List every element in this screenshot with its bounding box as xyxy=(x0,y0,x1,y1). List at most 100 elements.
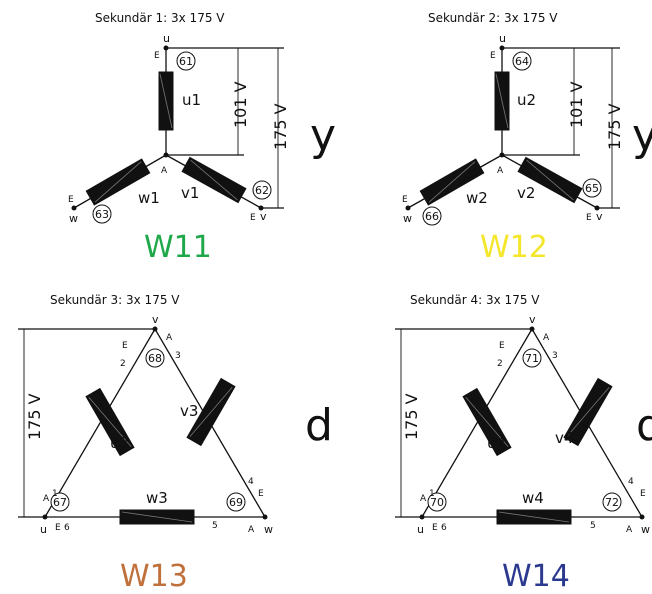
corner-number: 3 xyxy=(552,351,558,361)
terminal-ring xyxy=(145,348,165,368)
corner-mark: E xyxy=(258,489,264,499)
winding-code: W13 xyxy=(120,559,188,594)
corner-mark: E xyxy=(499,341,505,351)
coil-hatch xyxy=(190,159,238,201)
end-mark: E xyxy=(402,195,408,205)
coil-label-v: v2 xyxy=(517,184,535,202)
terminal-number: 72 xyxy=(605,496,619,509)
coil-label-u: u2 xyxy=(517,91,536,109)
coil-label-u: u4 xyxy=(487,434,506,452)
terminal-dot xyxy=(419,514,425,520)
corner-mark: E xyxy=(55,523,61,533)
panel-title: Sekundär 2: 3x 175 V xyxy=(428,11,558,25)
coil-label-w: w3 xyxy=(146,489,168,507)
coil-hatch xyxy=(88,397,132,447)
winding-code: W11 xyxy=(144,230,212,265)
dimension-line-voltage: 175 V xyxy=(25,393,44,440)
dimension-line-voltage: 175 V xyxy=(402,393,421,440)
coil-hatch xyxy=(566,387,610,437)
phase-label-v: v xyxy=(260,210,267,223)
coil-label-u: u1 xyxy=(182,91,201,109)
terminal-dot xyxy=(639,514,645,520)
panel-sekundar-4: Sekundär 4: 3x 175 V 175 V u4 v4 w4 v u … xyxy=(395,293,652,594)
terminal-ring xyxy=(422,206,442,226)
corner-mark: A xyxy=(43,494,50,504)
terminal-number: 67 xyxy=(53,496,67,509)
phase-label-v: v xyxy=(529,313,536,326)
corner-number: 1 xyxy=(429,489,435,499)
coil-label-w: w4 xyxy=(522,489,544,507)
terminal-dot xyxy=(529,326,535,332)
dimension-phase-voltage: 101 V xyxy=(567,81,586,128)
phase-label-u: u xyxy=(499,32,506,45)
coil-hatch xyxy=(526,159,574,201)
coil-hatch xyxy=(498,511,570,523)
star-node-label: A xyxy=(161,166,168,176)
corner-mark: A xyxy=(166,333,173,343)
panel-title: Sekundär 4: 3x 175 V xyxy=(410,293,540,307)
terminal-dot xyxy=(163,45,169,51)
star-node-label: A xyxy=(497,166,504,176)
coil-hatch xyxy=(159,73,173,129)
dimension-phase-voltage: 101 V xyxy=(231,81,250,128)
terminal-dot xyxy=(71,205,77,211)
terminal-number: 71 xyxy=(525,352,539,365)
terminal-ring xyxy=(522,348,542,368)
phase-label-w: w xyxy=(264,523,273,536)
terminal-ring xyxy=(176,51,196,71)
end-mark: E xyxy=(250,213,256,223)
end-mark: E xyxy=(154,51,160,61)
coil-hatch xyxy=(495,73,509,129)
coil-hatch xyxy=(121,511,193,523)
coil-label-w: w1 xyxy=(138,189,160,207)
panel-title: Sekundär 1: 3x 175 V xyxy=(95,11,225,25)
terminal-number: 70 xyxy=(430,496,444,509)
connection-type: y xyxy=(632,110,652,161)
coil-label-v: v4 xyxy=(555,429,573,447)
corner-number: 3 xyxy=(175,351,181,361)
terminal-ring xyxy=(582,178,602,198)
terminal-dot xyxy=(405,205,411,211)
connection-type: y xyxy=(310,110,336,161)
terminal-dot xyxy=(262,514,268,520)
corner-number: 1 xyxy=(52,489,58,499)
winding-code: W14 xyxy=(502,559,570,594)
terminal-ring xyxy=(50,492,70,512)
coil-label-w: w2 xyxy=(466,189,488,207)
corner-mark: E xyxy=(640,489,646,499)
corner-number: 5 xyxy=(590,521,596,531)
coil-hatch xyxy=(465,397,509,447)
panel-sekundar-3: Sekundär 3: 3x 175 V 175 V u3 v3 w3 v u … xyxy=(18,293,333,594)
corner-mark: E xyxy=(432,523,438,533)
corner-number: 2 xyxy=(497,359,503,369)
phase-label-w: w xyxy=(403,212,412,225)
coil-label-v: v3 xyxy=(180,402,198,420)
coil-hatch xyxy=(94,161,142,203)
terminal-ring xyxy=(602,492,622,512)
terminal-number: 69 xyxy=(229,496,243,509)
terminal-dot xyxy=(499,45,505,51)
panel-sekundar-1: Sekundär 1: 3x 175 V u E 61 u1 v1 62 E v… xyxy=(68,11,336,265)
corner-number: 6 xyxy=(64,523,70,533)
coil-label-v: v1 xyxy=(181,184,199,202)
connection-type: d xyxy=(636,400,652,451)
coil-hatch xyxy=(428,161,476,203)
corner-mark: A xyxy=(248,525,255,535)
terminal-dot xyxy=(152,326,158,332)
corner-mark: A xyxy=(420,494,427,504)
panel-sekundar-2: Sekundär 2: 3x 175 V u E 64 u2 v2 65 E v… xyxy=(402,11,652,265)
phase-label-v: v xyxy=(596,210,603,223)
connection-type: d xyxy=(305,400,333,451)
terminal-ring xyxy=(226,492,246,512)
terminal-dot xyxy=(42,514,48,520)
terminal-number: 61 xyxy=(179,55,193,68)
coil-label-u: u3 xyxy=(110,434,129,452)
corner-mark: A xyxy=(626,525,633,535)
terminal-number: 63 xyxy=(95,208,109,221)
terminal-ring xyxy=(252,180,272,200)
corner-number: 5 xyxy=(212,521,218,531)
winding-code: W12 xyxy=(480,230,548,265)
phase-label-u: u xyxy=(40,523,47,536)
terminal-number: 66 xyxy=(425,210,439,223)
